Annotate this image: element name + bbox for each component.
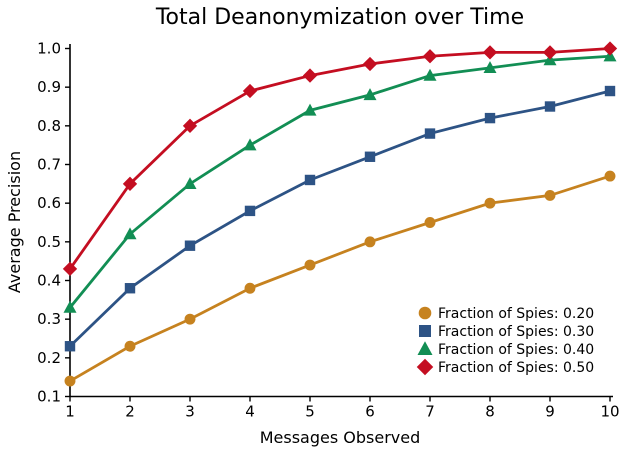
x-tick-label: 3: [185, 403, 195, 421]
series-3-marker: [602, 41, 618, 56]
series-2-marker: [123, 227, 137, 240]
legend-label: Fraction of Spies: 0.30: [438, 324, 594, 340]
y-tick-label: 0.9: [37, 78, 61, 96]
series-0-marker: [304, 259, 316, 271]
y-axis-label: Average Precision: [5, 151, 24, 293]
series-1-marker: [364, 151, 376, 162]
series-0-marker: [544, 189, 556, 201]
series-3-marker: [482, 45, 498, 60]
chart-title: Total Deanonymization over Time: [155, 5, 524, 30]
x-tick-label: 6: [365, 403, 375, 421]
series-2-marker: [483, 61, 497, 74]
legend: Fraction of Spies: 0.20 Fraction of Spies…: [416, 306, 594, 376]
y-tick-label: 0.4: [37, 272, 61, 290]
series-3-marker: [242, 83, 258, 99]
series-3-marker: [542, 45, 558, 60]
series-1-line: [69, 89, 611, 348]
series-2-line: [68, 54, 611, 309]
series-0-marker: [184, 313, 196, 325]
x-tick-label: 1: [65, 403, 75, 421]
series-2-marker: [303, 103, 317, 116]
series-3-line: [68, 47, 611, 270]
legend-label: Fraction of Spies: 0.20: [438, 306, 594, 322]
y-tick-label: 0.1: [37, 388, 61, 406]
series-3-marker: [302, 68, 318, 83]
series-1-marker: [544, 101, 556, 112]
series-3-marker: [122, 176, 138, 191]
series-2-marker: [63, 300, 77, 313]
series-1-marker: [124, 283, 136, 294]
y-tick-label: 0.6: [37, 194, 61, 212]
series-0-marker: [244, 282, 256, 294]
y-tick-label: 0.2: [37, 349, 61, 367]
series-0-marker: [604, 170, 616, 182]
y-tick-label: 0.3: [37, 310, 61, 328]
series-3-marker: [62, 261, 78, 277]
series-1-marker: [244, 205, 256, 217]
x-tick-label: 4: [245, 403, 255, 421]
legend-item: Fraction of Spies: 0.30: [419, 324, 594, 340]
y-tick-label: 0.7: [37, 156, 61, 174]
series-1-marker: [604, 85, 616, 97]
x-tick-label: 7: [425, 403, 435, 421]
legend-item: Fraction of Spies: 0.20: [418, 306, 594, 322]
y-tick-label: 1.0: [37, 40, 61, 58]
legend-marker-circle: [418, 306, 432, 320]
series-0-marker: [124, 340, 136, 352]
y-tick-label: 0.8: [37, 117, 61, 135]
series-2-marker: [243, 138, 257, 151]
x-tick-label: 9: [545, 403, 555, 421]
legend-label: Fraction of Spies: 0.50: [438, 360, 594, 376]
series-0-marker: [424, 217, 436, 228]
series-0-line: [69, 174, 611, 383]
x-tick-label: 8: [485, 403, 495, 421]
series-0-marker: [364, 236, 376, 248]
legend-label: Fraction of Spies: 0.40: [438, 342, 594, 358]
x-tick-label: 10: [600, 403, 619, 421]
legend-marker-diamond: [416, 358, 434, 376]
series-1-marker: [484, 112, 496, 124]
x-axis-ticks: 1 2 3 4 5 6 7 8 9 10: [65, 396, 620, 421]
series-2-marker: [363, 88, 377, 101]
series-0-marker: [484, 197, 496, 209]
series-3-marker: [182, 118, 198, 133]
series-1-marker: [304, 174, 316, 186]
legend-item: Fraction of Spies: 0.50: [416, 358, 594, 376]
x-tick-label: 2: [125, 403, 135, 421]
x-tick-label: 5: [305, 403, 315, 421]
series-1-marker: [64, 341, 76, 352]
series-1-marker: [424, 128, 436, 139]
legend-item: Fraction of Spies: 0.40: [417, 341, 594, 358]
series-0-marker: [64, 375, 76, 387]
series-2-marker: [183, 177, 197, 190]
x-axis-label: Messages Observed: [260, 428, 421, 447]
y-axis-ticks: 0.1 0.2 0.3 0.4 0.5 0.6 0.7 0.8 0.9 1.0: [37, 40, 70, 406]
plot-series: [62, 41, 618, 387]
series-3-marker: [422, 49, 438, 64]
y-tick-label: 0.5: [37, 233, 61, 251]
legend-marker-triangle-up: [417, 341, 433, 355]
legend-marker-square: [419, 325, 431, 337]
series-3-marker: [362, 56, 378, 72]
series-2-marker: [423, 68, 437, 81]
series-1-marker: [184, 240, 196, 251]
